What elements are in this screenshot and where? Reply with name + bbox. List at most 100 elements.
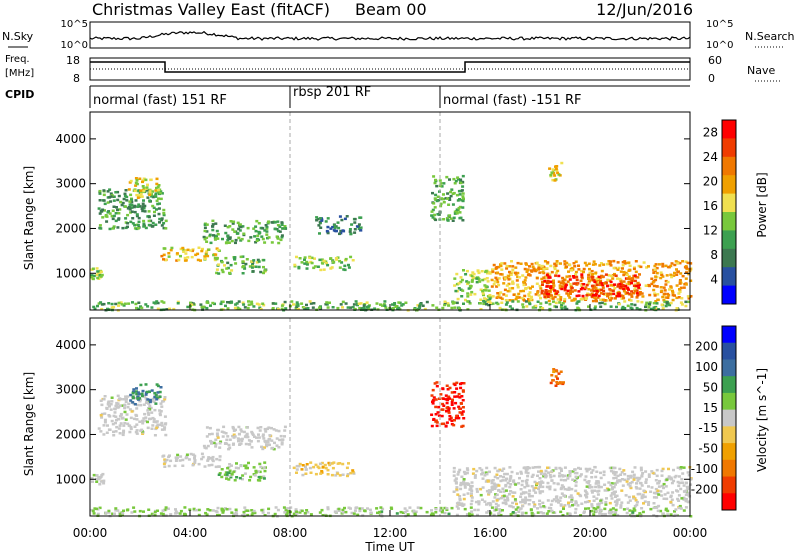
data-cell (596, 493, 600, 496)
colorbar-tick-label: 16 (703, 199, 718, 213)
data-cell (324, 303, 328, 306)
data-cell (444, 394, 448, 397)
data-cell (657, 485, 661, 488)
data-cell (584, 286, 588, 289)
data-cell (473, 476, 477, 479)
data-cell (631, 511, 635, 514)
data-cell (148, 390, 151, 394)
data-cell (183, 256, 187, 260)
data-cell (134, 177, 138, 180)
data-cell (278, 438, 282, 442)
data-cell (459, 280, 463, 284)
data-cell (560, 484, 564, 487)
data-cell (139, 192, 143, 196)
y-tick-label: 2000 (55, 427, 86, 441)
data-cell (109, 195, 113, 198)
data-cell (450, 401, 454, 404)
data-cell (500, 301, 504, 304)
data-cell (318, 217, 322, 220)
data-cell (524, 511, 528, 515)
data-cell (530, 475, 534, 478)
data-cell (115, 404, 119, 408)
data-cell (99, 227, 103, 230)
data-cell (357, 227, 361, 230)
data-cell (546, 499, 550, 502)
data-cell (232, 433, 236, 436)
data-cell (111, 422, 115, 426)
data-cell (447, 395, 451, 398)
data-cell (211, 509, 215, 512)
data-cell (574, 489, 578, 493)
data-cell (609, 469, 613, 473)
data-cell (338, 232, 341, 236)
data-cell (99, 270, 103, 273)
data-cell (104, 511, 108, 515)
data-cell (493, 280, 497, 283)
data-cell (124, 205, 127, 208)
data-cell (687, 300, 691, 304)
data-cell (566, 280, 570, 283)
data-cell (560, 492, 564, 495)
data-cell (548, 302, 552, 306)
colorbar-tick-label: 100 (695, 360, 718, 374)
data-cell (112, 434, 116, 437)
data-cell (609, 508, 613, 511)
data-cell (228, 438, 232, 441)
data-cell (242, 264, 245, 268)
data-cell (495, 506, 499, 509)
data-cell (113, 411, 117, 414)
data-cell (146, 409, 150, 412)
data-cell (401, 303, 405, 306)
data-cell (220, 507, 224, 511)
data-cell (267, 438, 271, 441)
data-cell (527, 293, 531, 296)
data-cell (295, 255, 298, 259)
data-cell (344, 510, 348, 514)
data-cell (505, 267, 509, 270)
data-cell (135, 418, 139, 421)
data-cell (595, 470, 599, 473)
data-cell (254, 229, 258, 233)
data-cell (276, 307, 280, 311)
data-cell (613, 466, 617, 470)
data-cell (144, 393, 148, 396)
data-cell (458, 198, 461, 201)
data-cell (225, 241, 229, 244)
data-cell (154, 402, 158, 405)
data-cell (208, 426, 212, 430)
colorbar-swatch (722, 175, 736, 195)
data-cell (320, 219, 324, 222)
data-cell (596, 296, 600, 299)
data-cell (151, 221, 155, 225)
data-cell (160, 224, 164, 227)
data-cell (313, 257, 316, 260)
data-cell (502, 467, 506, 470)
data-cell (234, 303, 238, 306)
data-cell (175, 252, 179, 255)
data-cell (194, 508, 198, 512)
data-cell (590, 278, 594, 282)
data-cell (579, 473, 583, 476)
data-cell (334, 511, 338, 514)
data-cell (95, 267, 99, 270)
data-cell (602, 470, 606, 473)
data-cell (638, 487, 642, 490)
data-cell (167, 252, 171, 255)
data-cell (662, 497, 666, 500)
data-cell (450, 188, 454, 191)
data-cell (601, 286, 605, 289)
data-cell (685, 481, 688, 485)
data-cell (592, 499, 596, 502)
data-cell (432, 202, 436, 205)
data-cell (162, 258, 165, 261)
data-cell (684, 493, 688, 496)
data-cell (681, 260, 685, 263)
data-cell (626, 286, 630, 290)
data-cell (655, 468, 659, 472)
data-cell (184, 252, 188, 255)
data-cell (112, 205, 116, 208)
data-cell (543, 472, 547, 475)
data-cell (215, 234, 218, 238)
data-cell (509, 483, 513, 486)
data-cell (441, 197, 445, 201)
